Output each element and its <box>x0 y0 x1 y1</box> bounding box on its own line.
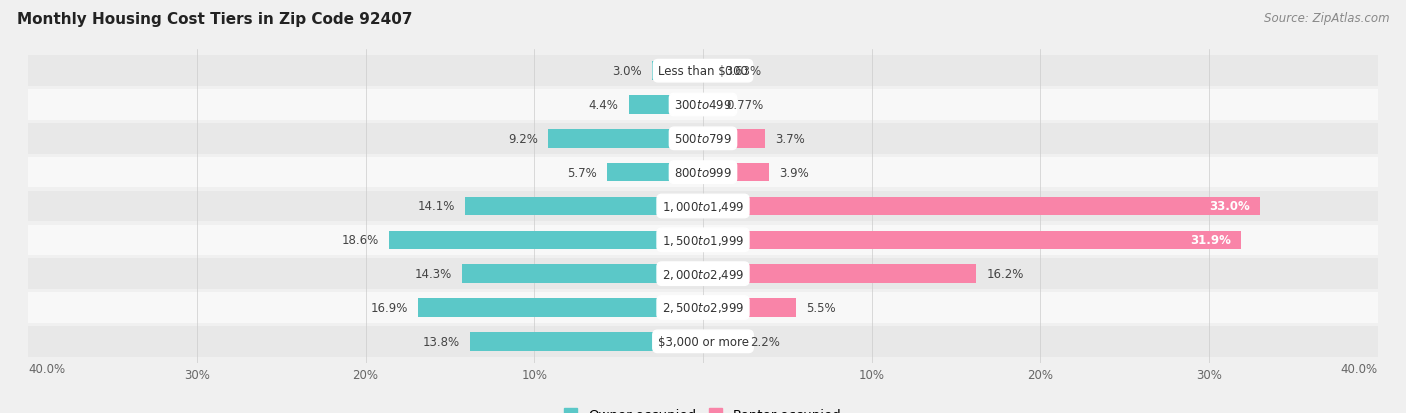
Bar <box>607 164 703 182</box>
Text: 16.2%: 16.2% <box>987 268 1024 280</box>
Text: $2,500 to $2,999: $2,500 to $2,999 <box>662 301 744 315</box>
Text: 18.6%: 18.6% <box>342 234 380 247</box>
Bar <box>628 96 703 114</box>
Text: $800 to $999: $800 to $999 <box>673 166 733 179</box>
Bar <box>28 225 1378 255</box>
Text: 33.0%: 33.0% <box>1209 200 1250 213</box>
Bar <box>461 265 703 283</box>
Bar <box>28 326 1378 357</box>
Text: 14.3%: 14.3% <box>415 268 451 280</box>
Bar <box>28 259 1378 289</box>
Text: 3.9%: 3.9% <box>779 166 808 179</box>
Bar <box>28 191 1378 222</box>
Text: $1,000 to $1,499: $1,000 to $1,499 <box>662 199 744 214</box>
Text: Less than $300: Less than $300 <box>658 65 748 78</box>
Text: $1,500 to $1,999: $1,500 to $1,999 <box>662 233 744 247</box>
Text: 16.9%: 16.9% <box>370 301 408 314</box>
Bar <box>703 299 796 317</box>
Legend: Owner-occupied, Renter-occupied: Owner-occupied, Renter-occupied <box>560 402 846 413</box>
Bar <box>28 292 1378 323</box>
Text: 0.77%: 0.77% <box>725 99 763 112</box>
Bar <box>28 124 1378 154</box>
Text: Monthly Housing Cost Tiers in Zip Code 92407: Monthly Housing Cost Tiers in Zip Code 9… <box>17 12 412 27</box>
Text: 5.7%: 5.7% <box>567 166 596 179</box>
Bar <box>703 265 976 283</box>
Text: 0.63%: 0.63% <box>724 65 761 78</box>
Bar <box>28 158 1378 188</box>
Bar <box>28 90 1378 121</box>
Text: 4.4%: 4.4% <box>589 99 619 112</box>
Bar <box>703 164 769 182</box>
Text: $2,000 to $2,499: $2,000 to $2,499 <box>662 267 744 281</box>
Text: 3.0%: 3.0% <box>613 65 643 78</box>
Bar <box>418 299 703 317</box>
Text: 5.5%: 5.5% <box>806 301 835 314</box>
Bar <box>28 56 1378 87</box>
Bar <box>389 231 703 249</box>
Bar <box>465 197 703 216</box>
Text: 31.9%: 31.9% <box>1191 234 1232 247</box>
Bar <box>548 130 703 148</box>
Text: 40.0%: 40.0% <box>1341 363 1378 375</box>
Bar <box>703 130 765 148</box>
Bar <box>652 62 703 81</box>
Text: $500 to $799: $500 to $799 <box>673 133 733 145</box>
Text: 3.7%: 3.7% <box>776 133 806 145</box>
Text: 2.2%: 2.2% <box>751 335 780 348</box>
Text: 13.8%: 13.8% <box>423 335 460 348</box>
Bar <box>703 231 1241 249</box>
Text: 14.1%: 14.1% <box>418 200 456 213</box>
Text: Source: ZipAtlas.com: Source: ZipAtlas.com <box>1264 12 1389 25</box>
Bar <box>703 197 1260 216</box>
Text: $3,000 or more: $3,000 or more <box>658 335 748 348</box>
Bar <box>703 332 740 351</box>
Bar <box>703 96 716 114</box>
Text: 40.0%: 40.0% <box>28 363 65 375</box>
Bar <box>703 62 714 81</box>
Text: 9.2%: 9.2% <box>508 133 537 145</box>
Bar <box>470 332 703 351</box>
Text: $300 to $499: $300 to $499 <box>673 99 733 112</box>
